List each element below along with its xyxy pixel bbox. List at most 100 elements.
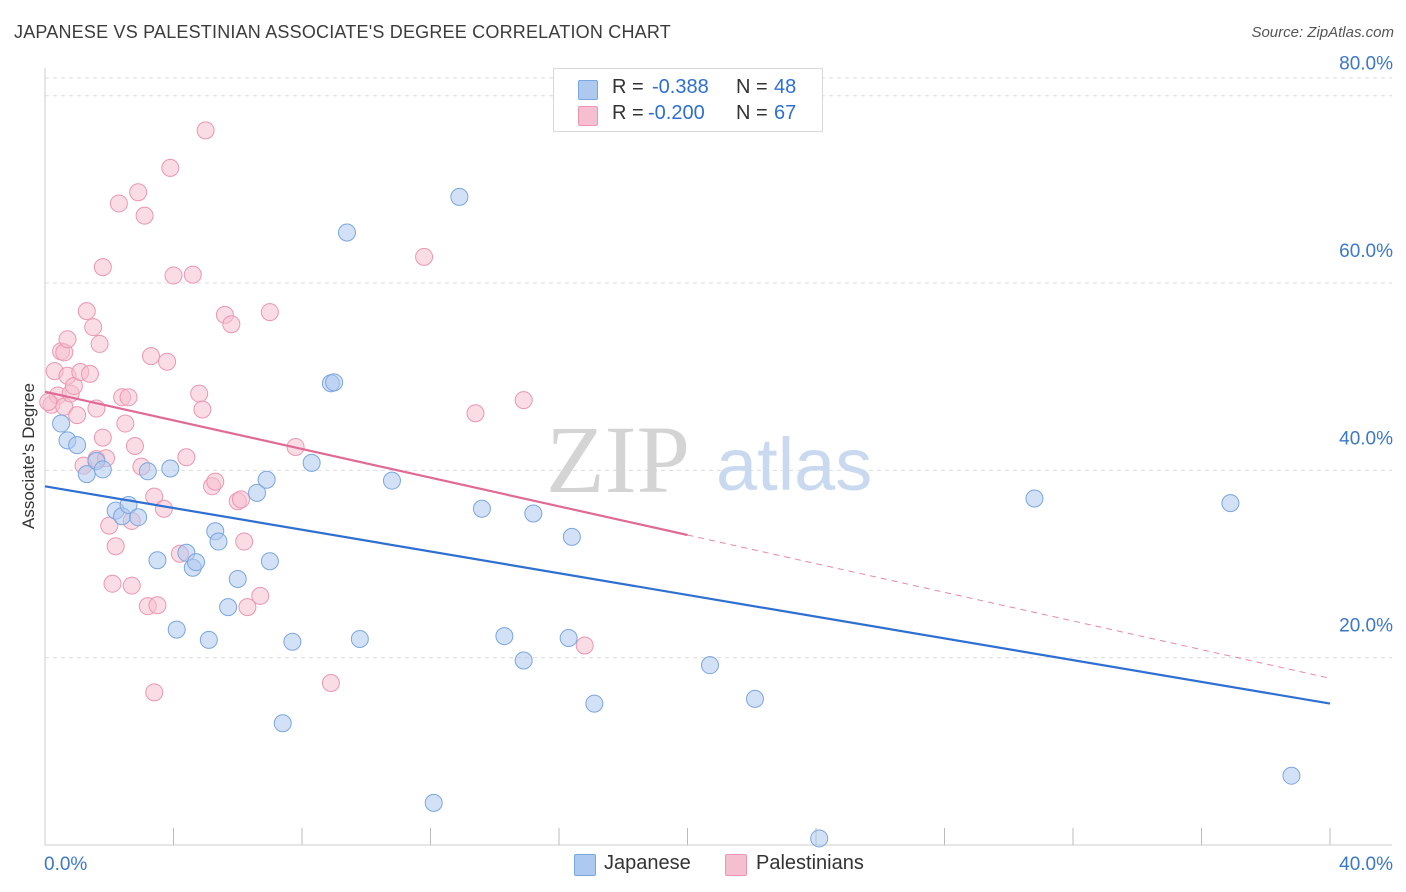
japanese-point (585, 694, 604, 713)
palestinians-point (58, 330, 77, 349)
palestinians-point (164, 266, 183, 285)
palestinians-point (148, 596, 167, 615)
japanese-point (1025, 489, 1044, 508)
gridlines (45, 77, 1392, 659)
palestinians-point (238, 598, 257, 617)
watermark-zip: ZIP (546, 406, 690, 513)
japanese-point (199, 630, 218, 649)
palestinians-point (575, 636, 594, 655)
y-tick-label: 80.0% (1339, 54, 1393, 75)
palestinians-point (103, 574, 122, 593)
japanese-point (257, 470, 276, 489)
palestinians-point (415, 247, 434, 266)
palestinians-swatch (725, 854, 747, 876)
japanese-point (138, 462, 157, 481)
palestinians-point (77, 302, 96, 321)
palestinians-point (206, 472, 225, 491)
r-value: -0.200 (648, 102, 705, 124)
japanese-point (186, 553, 205, 572)
y-tick-label: 40.0% (1339, 428, 1393, 449)
r-label: R = (612, 102, 644, 124)
x-tick-label: 40.0% (1339, 854, 1393, 875)
x-tick-labels: 0.0% 40.0% (44, 854, 1393, 875)
japanese-points (52, 187, 1301, 848)
palestinians-point (321, 673, 340, 692)
legend-label-palestinians: Palestinians (756, 852, 864, 874)
r-label: R = (612, 76, 644, 98)
palestinians-point (125, 437, 144, 456)
palestinians-point (235, 532, 254, 551)
y-tick-label: 60.0% (1339, 241, 1393, 262)
y-tick-label: 20.0% (1339, 616, 1393, 637)
palestinians-point (142, 347, 161, 366)
n-label: N = (736, 102, 768, 124)
palestinians-point (154, 499, 173, 518)
palestinians-point (222, 315, 241, 334)
japanese-point (1282, 766, 1301, 785)
legend-label-japanese: Japanese (604, 852, 691, 874)
japanese-point (302, 453, 321, 472)
trend-lines (44, 390, 1331, 705)
japanese-point (260, 552, 279, 571)
japanese-point (562, 527, 581, 546)
palestinians-point (260, 303, 279, 322)
japanese-point (129, 508, 148, 527)
japanese-point (559, 629, 578, 648)
r-value: -0.388 (652, 76, 709, 98)
palestinians-point (177, 448, 196, 467)
x-tick-label: 0.0% (44, 854, 87, 875)
y-axis-label: Associate's Degree (19, 383, 38, 529)
n-value: 67 (774, 102, 797, 124)
japanese-point (68, 436, 87, 455)
palestinians-point (100, 516, 119, 535)
palestinians-point (193, 400, 212, 419)
palestinians-trend-line-extension (687, 534, 1331, 679)
palestinians-point (129, 183, 148, 202)
palestinians-point (90, 334, 109, 353)
n-label: N = (736, 76, 768, 98)
palestinians-point (84, 318, 103, 337)
japanese-point (450, 187, 469, 206)
palestinians-point (158, 352, 177, 371)
japanese-point (337, 223, 356, 242)
palestinians-point (122, 576, 141, 595)
chart-title: JAPANESE VS PALESTINIAN ASSOCIATE'S DEGR… (14, 22, 671, 42)
japanese-point (514, 651, 533, 670)
japanese-point (228, 570, 247, 589)
watermark-atlas: atlas (716, 423, 872, 506)
japanese-point (273, 714, 292, 733)
japanese-swatch (578, 80, 598, 100)
japanese-point (93, 460, 112, 479)
japanese-point (248, 483, 267, 502)
palestinians-point (161, 158, 180, 177)
palestinians-points (39, 121, 594, 702)
chart-source: Source: ZipAtlas.com (1251, 24, 1394, 41)
palestinians-point (514, 391, 533, 410)
japanese-point (382, 471, 401, 490)
japanese-point (161, 459, 180, 478)
japanese-point (283, 632, 302, 651)
palestinians-point (106, 537, 125, 556)
palestinians-point (231, 490, 250, 509)
japanese-point (52, 414, 71, 433)
palestinians-point (93, 428, 112, 447)
japanese-point (148, 551, 167, 570)
y-tick-labels: 20.0% 40.0% 60.0% 80.0% (1339, 54, 1393, 637)
palestinians-point (39, 392, 58, 411)
palestinians-point (93, 258, 112, 277)
japanese-point (700, 656, 719, 675)
japanese-swatch (574, 854, 596, 876)
japanese-point (167, 620, 186, 639)
japanese-trend-line (44, 485, 1331, 705)
stats-legend: R = -0.388 N = 48 R = -0.200 N = 67 (553, 68, 823, 132)
japanese-point (325, 373, 344, 392)
palestinians-point (466, 404, 485, 423)
palestinians-point (109, 194, 128, 213)
palestinians-swatch (578, 106, 598, 126)
palestinians-point (116, 414, 135, 433)
japanese-point (209, 532, 228, 551)
palestinians-point (145, 683, 164, 702)
palestinians-point (80, 364, 99, 383)
